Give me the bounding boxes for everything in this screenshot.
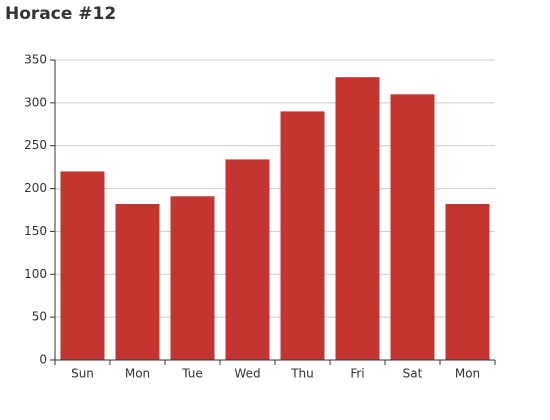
x-tick-label: Sun [71,367,94,381]
bar [390,94,435,361]
x-tick-label: Mon [125,367,150,381]
y-tick-label: 0 [39,353,47,367]
y-tick-label: 300 [24,95,47,109]
bar [280,111,325,360]
chart-title: Horace #12 [5,4,116,24]
y-tick-label: 250 [24,138,47,152]
x-tick-label: Tue [181,367,203,381]
x-tick-label: Thu [290,367,314,381]
y-tick-label: 50 [32,310,47,324]
bar [335,77,380,361]
y-tick-label: 150 [24,224,47,238]
x-tick-label: Mon [455,367,480,381]
x-tick-label: Sat [403,367,423,381]
bar [445,204,490,360]
bar [60,171,105,360]
bar [115,204,160,360]
y-tick-label: 100 [24,267,47,281]
x-tick-label: Fri [350,367,364,381]
y-tick-label: 350 [24,53,47,67]
x-tick-label: Wed [234,367,260,381]
bar [170,196,215,360]
y-tick-label: 200 [24,181,47,195]
bar [225,159,270,360]
